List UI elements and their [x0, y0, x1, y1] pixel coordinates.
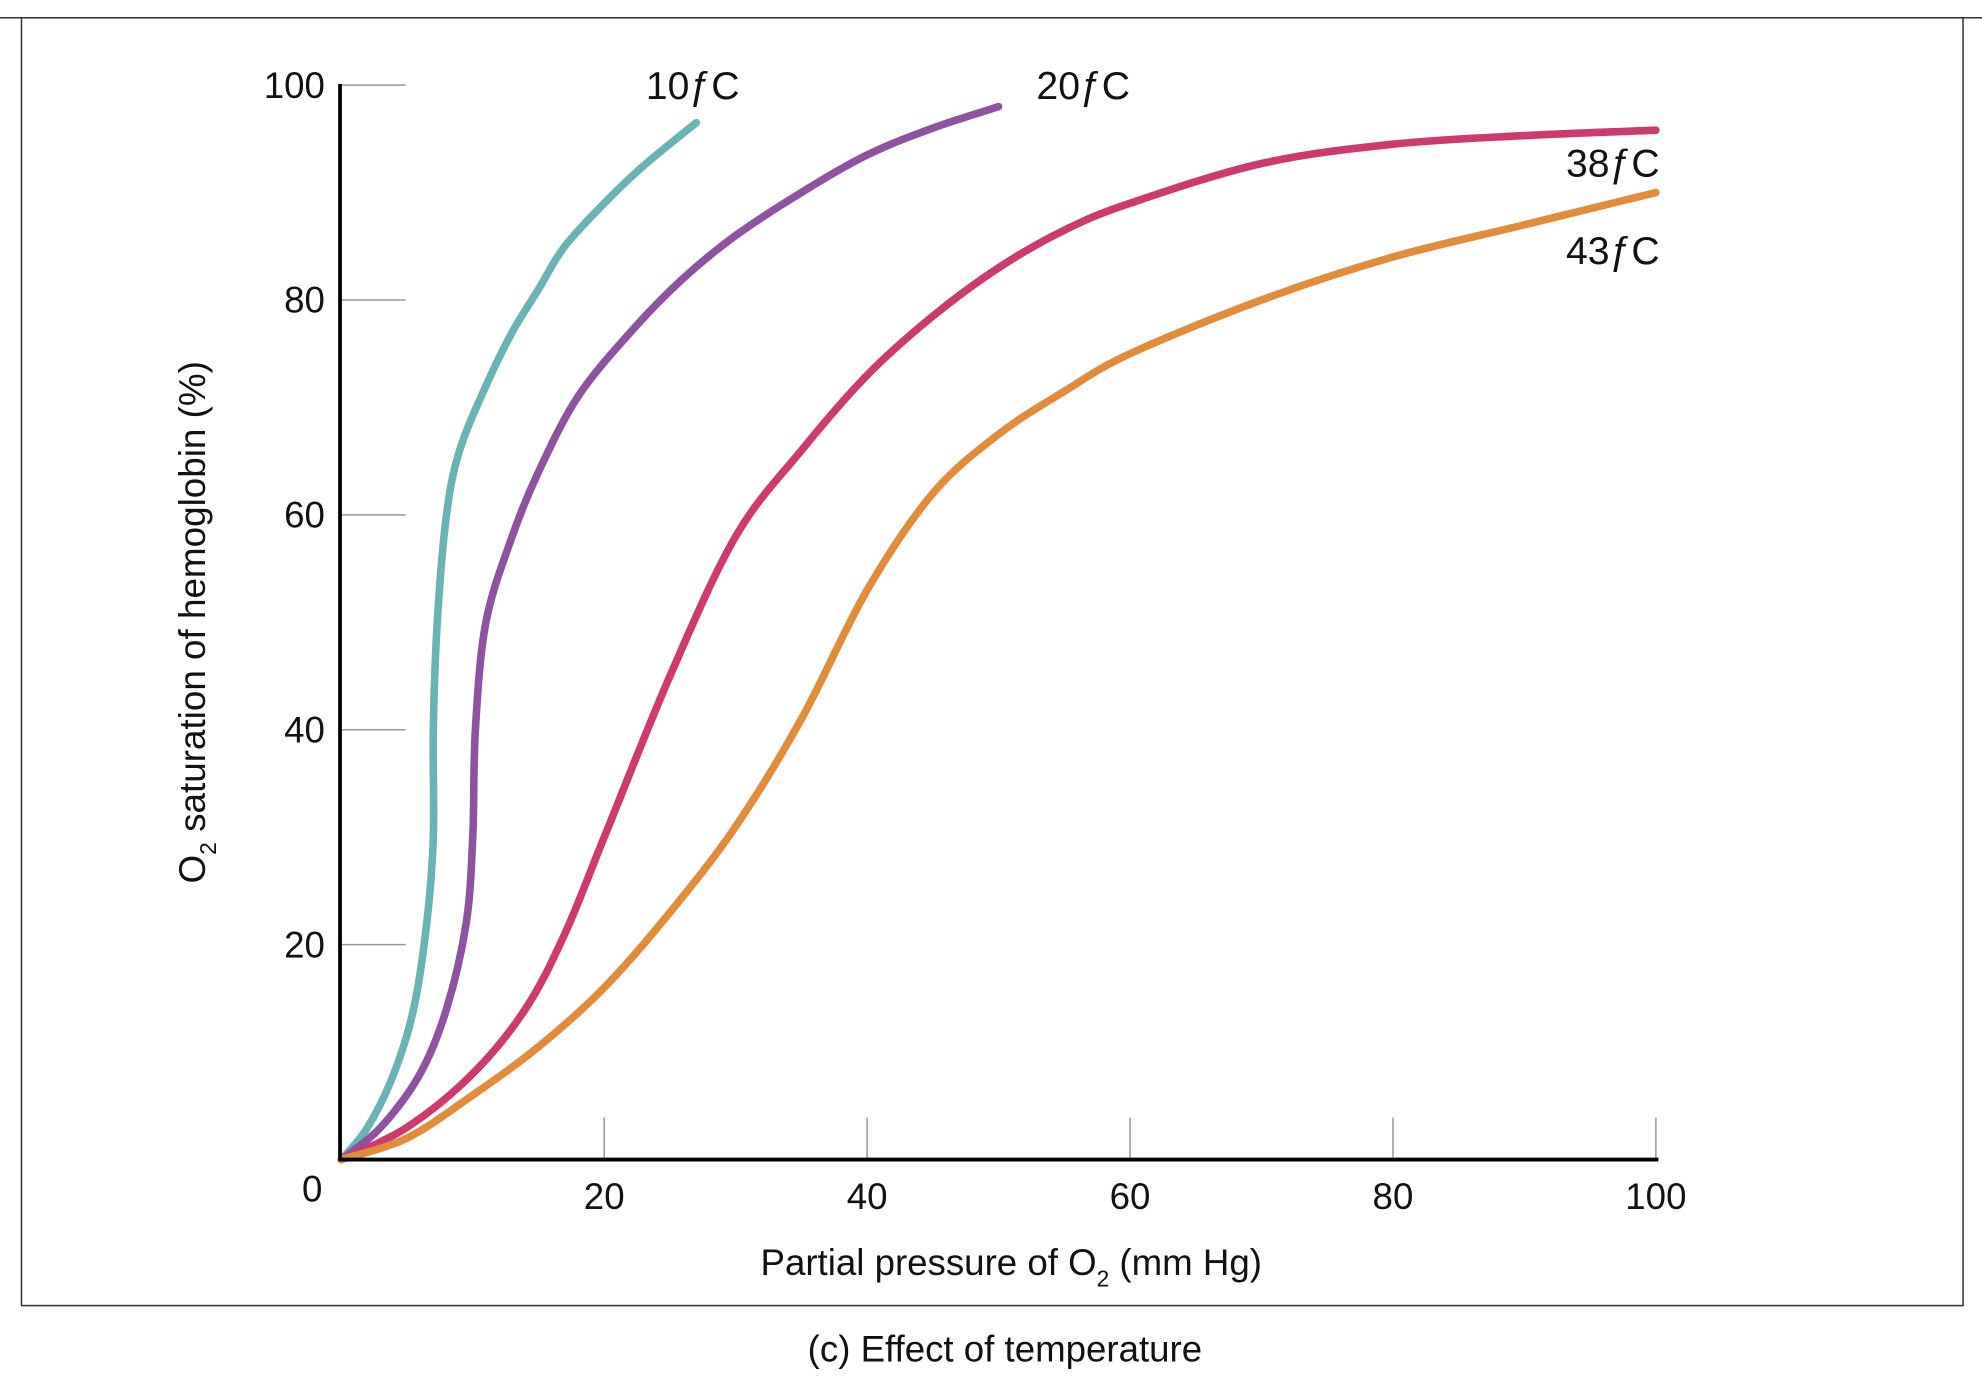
y-axis-label: O2 saturation of hemoglobin (%) [172, 361, 221, 883]
series-line-3 [337, 188, 1660, 1164]
series-label: 43ƒC [1566, 229, 1660, 273]
series-line-2 [337, 126, 1660, 1164]
series-label: 38ƒC [1566, 141, 1660, 185]
y-tick-label: 20 [284, 924, 325, 965]
series-line-0 [337, 118, 701, 1164]
caption: (c) Effect of temperature [808, 1328, 1202, 1369]
x-tick-label: 100 [1625, 1176, 1686, 1217]
y-tick-label: 80 [284, 280, 325, 321]
x-tick-label: 20 [584, 1176, 625, 1217]
x-tick-label: 40 [847, 1176, 888, 1217]
series-label: 20ƒC [1036, 64, 1130, 108]
x-tick-label: 80 [1373, 1176, 1414, 1217]
x-tick-label: 60 [1110, 1176, 1151, 1217]
series-line-1 [337, 102, 1003, 1164]
series-label: 10ƒC [646, 64, 740, 108]
origin-label: 0 [302, 1168, 322, 1209]
y-tick-label: 60 [284, 494, 325, 535]
x-axis-label: Partial pressure of O2 (mm Hg) [761, 1242, 1262, 1292]
y-tick-label: 40 [284, 709, 325, 750]
y-tick-label: 100 [264, 65, 325, 106]
chart-frame [20, 17, 1964, 1307]
